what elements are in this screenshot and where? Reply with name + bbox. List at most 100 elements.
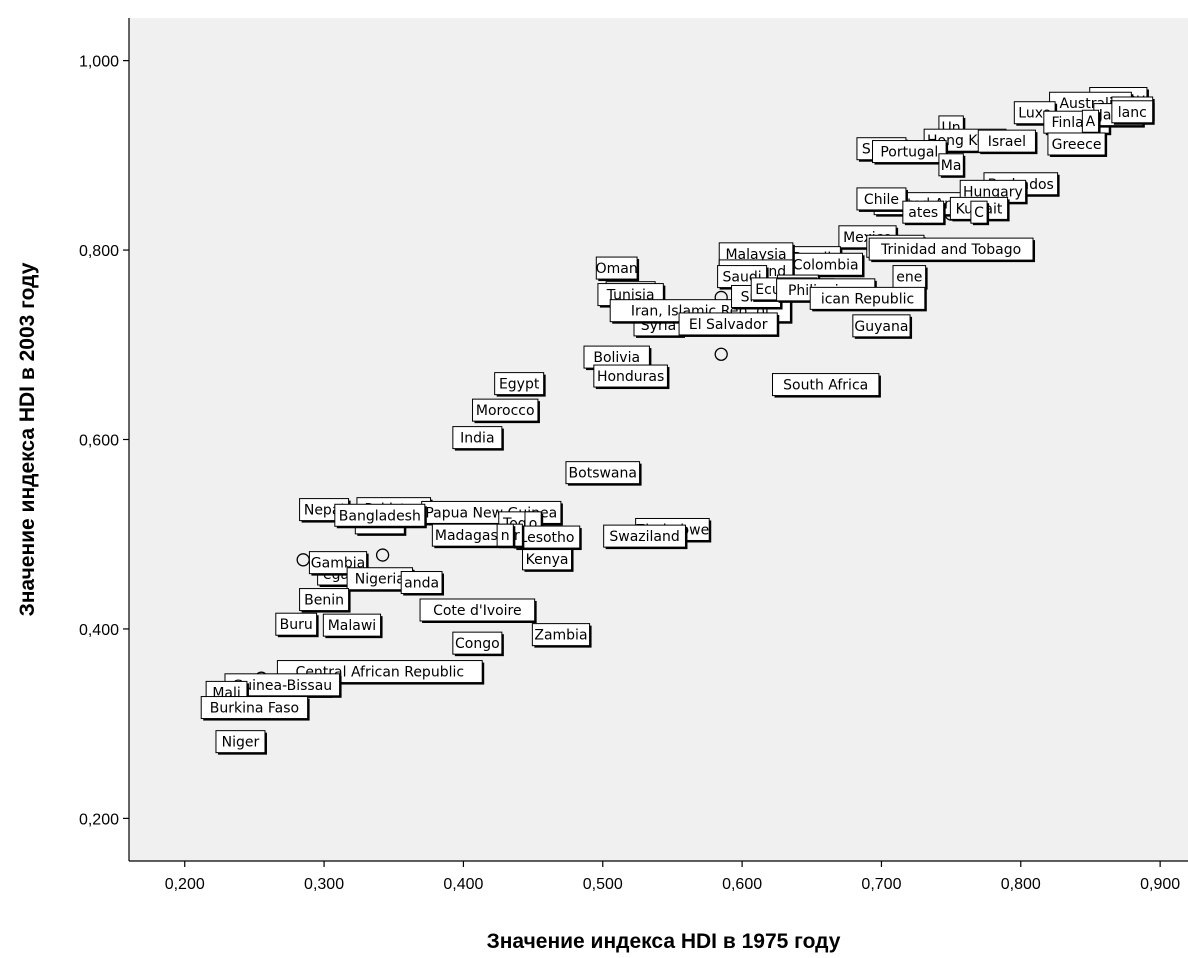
label-box	[977, 129, 1036, 153]
point-label-text: Hungary	[963, 184, 1023, 200]
point-label-text: ene	[896, 270, 922, 286]
data-point-label: Bangladesh	[334, 503, 427, 529]
point-label-text: Trinidad and Tobago	[880, 242, 1021, 258]
y-tick-label: 1,000	[79, 54, 119, 71]
point-label-text: Cote d'Ivoire	[433, 603, 522, 619]
x-tick-label: 0,400	[443, 876, 483, 893]
point-label-text: Colombia	[793, 257, 859, 273]
data-point-label: Colombia	[788, 252, 865, 278]
y-tick-label: 0,400	[79, 622, 119, 639]
x-tick-label: 0,600	[722, 876, 762, 893]
data-point-label: Oman	[595, 256, 640, 282]
label-box	[902, 200, 945, 224]
point-label-text: Nigeria	[355, 572, 405, 588]
point-label-text: Israel	[988, 134, 1026, 150]
point-label-text: Luxe	[1018, 106, 1051, 122]
data-point-label: Swaziland	[603, 524, 688, 550]
label-box	[472, 398, 539, 422]
data-point-label: Benin	[299, 588, 351, 613]
y-tick-label: 0,200	[79, 811, 119, 828]
point-label-text: Lesotho	[520, 530, 575, 546]
data-point-label: C	[970, 200, 990, 226]
x-tick-label: 0,800	[1001, 876, 1041, 893]
label-box	[603, 524, 686, 548]
point-label-text: lanc	[1118, 105, 1147, 121]
label-box	[334, 503, 426, 527]
x-axis-title: Значение индекса HDI в 1975 году	[487, 930, 841, 953]
data-point	[375, 548, 390, 562]
data-point-label: Chile	[856, 187, 908, 212]
point-label-text: India	[460, 431, 494, 447]
data-point-label: Botswana	[565, 461, 642, 486]
data-point-label: anda	[400, 571, 445, 596]
data-point-label: Trinidad and Tobago	[868, 237, 1036, 263]
data-point-label: Nigeria	[346, 567, 415, 592]
data-point-label: n	[496, 523, 516, 549]
y-axis: 0,200 0,400 0,600 0,800 1,000	[79, 18, 130, 861]
point-label-text: Botswana	[569, 466, 637, 482]
label-box	[1081, 109, 1100, 133]
labeled-points: NorwayAustraliaLuxeSwitUnHong KongSingaP…	[200, 87, 1155, 755]
point-label-text: Buru	[280, 617, 313, 633]
data-point-label: Congo	[452, 631, 504, 657]
data-point-label: Greece	[1047, 132, 1108, 157]
data-point-label: India	[452, 426, 504, 451]
label-box	[970, 200, 988, 224]
data-point-label: Buru	[275, 612, 319, 638]
data-point-label: A	[1081, 109, 1101, 135]
data-point-label: Israel	[977, 129, 1038, 155]
point-label-text: ates	[908, 205, 938, 221]
point-label-text: Kenya	[526, 552, 569, 568]
x-tick-label: 0,500	[583, 876, 623, 893]
data-point-label: Cote d'Ivoire	[419, 598, 537, 623]
label-box	[200, 696, 309, 720]
point-label-text: Portugal	[880, 145, 938, 161]
point-label-text: Guyana	[854, 319, 908, 335]
label-box	[809, 286, 926, 310]
point-label-text: o	[529, 516, 538, 532]
label-box	[496, 523, 514, 547]
y-axis-title: Значение индекса HDI в 2003 году	[16, 262, 39, 616]
point-label-text: Honduras	[597, 369, 664, 385]
data-point-label: Portugal	[872, 140, 949, 165]
point-label-text: ican Republic	[821, 291, 914, 307]
x-tick-label: 0,700	[861, 876, 901, 893]
point-label-text: South Africa	[783, 378, 868, 394]
label-box	[678, 312, 778, 336]
x-tick-label: 0,300	[304, 876, 344, 893]
data-point-label: Guinea-Bissau	[224, 673, 342, 698]
data-point-label: Zambia	[531, 623, 592, 648]
label-box	[275, 612, 318, 636]
data-point-label: ican Republic	[809, 286, 927, 312]
point-label-text: n	[501, 528, 510, 544]
y-tick-label: 0,800	[79, 243, 119, 260]
data-point-label: El Salvador	[678, 312, 780, 337]
point-label-text: Benin	[304, 593, 344, 609]
data-point-label: Lesotho	[513, 525, 582, 551]
point-label-text: Morocco	[476, 403, 535, 419]
label-box	[595, 256, 638, 280]
label-box	[419, 598, 536, 622]
data-point	[714, 347, 728, 361]
point-label-text: Bolivia	[593, 350, 640, 366]
y-tick-label: 0,600	[79, 433, 119, 450]
point-label-text: Guinea-Bissau	[232, 678, 332, 694]
point-label-text: Bangladesh	[339, 508, 421, 524]
point-label-text: El Salvador	[689, 317, 768, 333]
point-label-text: Zambia	[534, 628, 587, 644]
point-label-text: Ma	[941, 158, 962, 174]
x-tick-label: 0,900	[1140, 876, 1180, 893]
data-point-label: Egypt	[494, 372, 546, 397]
label-box	[452, 631, 503, 655]
label-box	[852, 314, 911, 338]
data-point-label: Morocco	[472, 398, 540, 424]
label-box	[322, 613, 382, 637]
data-point-label: South Africa	[772, 373, 881, 398]
label-box	[872, 140, 947, 164]
label-box	[772, 373, 880, 397]
point-label-text: C	[974, 205, 984, 221]
point-label-text: Chile	[864, 192, 899, 208]
point-label-text: Swaziland	[609, 529, 679, 545]
label-box	[1047, 132, 1106, 156]
